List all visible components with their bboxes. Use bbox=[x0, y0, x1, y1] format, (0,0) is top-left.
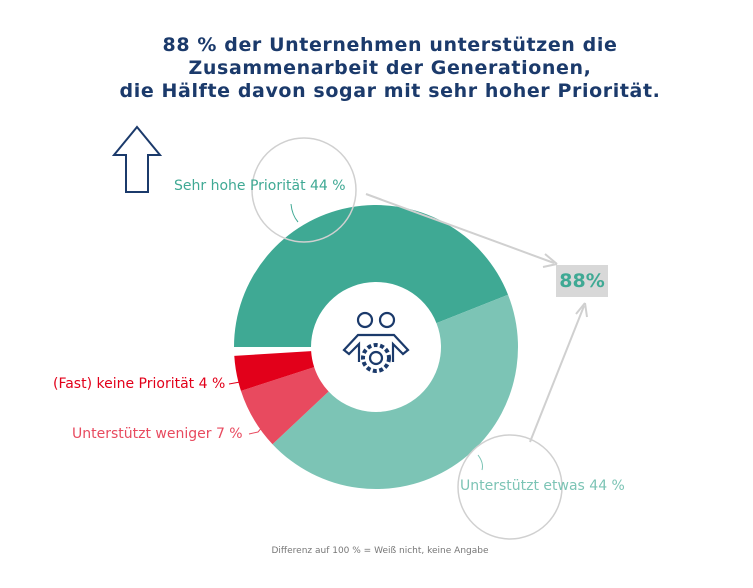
footnote: Differenz auf 100 % = Weiß nicht, keine … bbox=[271, 546, 489, 556]
title-line-3: die Hälfte davon sogar mit sehr hoher Pr… bbox=[119, 80, 661, 102]
arrow-up-icon bbox=[111, 125, 163, 193]
connector-line-top bbox=[365, 193, 555, 264]
donut-slice-1 bbox=[234, 205, 509, 347]
arrowhead-top bbox=[542, 253, 558, 268]
donut-slice-2 bbox=[272, 294, 518, 490]
label-etwas: Unterstützt etwas 44 % bbox=[460, 478, 625, 494]
donut-slice-3 bbox=[240, 367, 329, 445]
chart-title: 88 % der Unternehmen unterstützen die Zu… bbox=[0, 34, 753, 103]
donut-slice-4 bbox=[234, 351, 315, 391]
leader-etwas bbox=[477, 454, 483, 471]
callout-circle-bottom bbox=[457, 434, 563, 540]
title-line-1: 88 % der Unternehmen unterstützen die bbox=[162, 34, 618, 56]
label-sehr-hohe: Sehr hohe Priorität 44 % bbox=[174, 178, 346, 194]
total-badge: 88% bbox=[556, 265, 608, 297]
arrowhead-bottom bbox=[575, 302, 588, 318]
label-keine: (Fast) keine Priorität 4 % bbox=[53, 376, 226, 392]
leader-keine bbox=[228, 381, 241, 385]
leader-sehr-hohe bbox=[290, 203, 299, 223]
leader-weniger bbox=[248, 424, 265, 435]
label-weniger: Unterstützt weniger 7 % bbox=[72, 426, 243, 442]
connector-line-bottom bbox=[529, 305, 585, 443]
title-line-2: Zusammenarbeit der Generationen, bbox=[188, 57, 592, 79]
callout-circle-top bbox=[251, 137, 357, 243]
people-gear-icon bbox=[342, 311, 410, 373]
